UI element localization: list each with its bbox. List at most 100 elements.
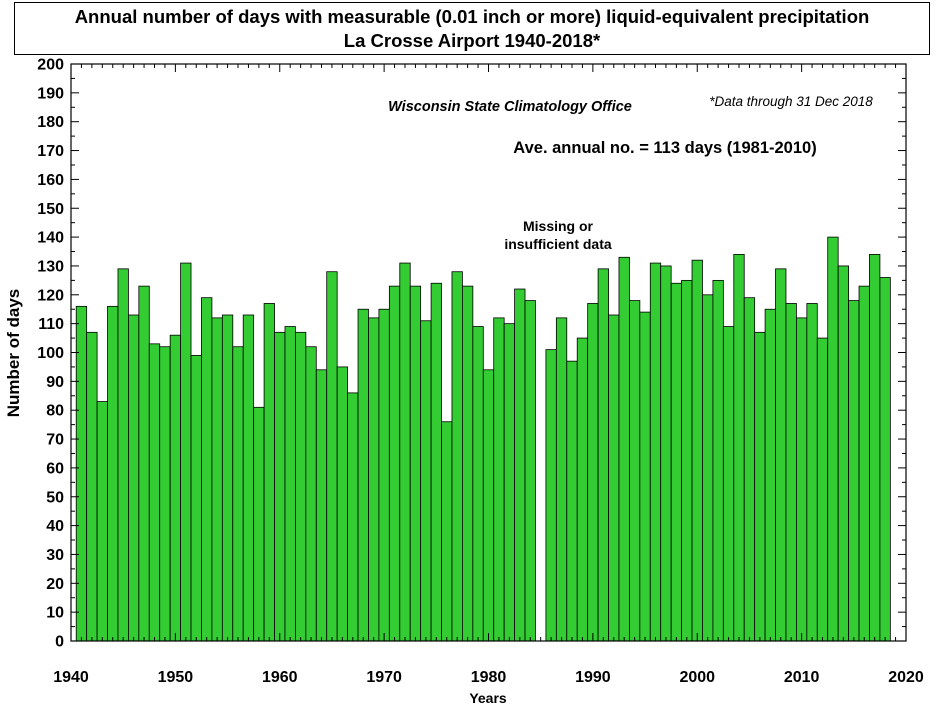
missing-data-annotation-line2: insufficient data xyxy=(504,236,612,252)
bar-1991 xyxy=(597,268,609,642)
bar-2011 xyxy=(806,303,818,642)
x-tick-label: 1960 xyxy=(262,669,298,686)
bar-1984 xyxy=(524,300,536,642)
bar-2001 xyxy=(702,294,714,642)
average-annotation: Ave. annual no. = 113 days (1981-2010) xyxy=(513,139,816,157)
bar-1945 xyxy=(117,268,129,642)
bar-1987 xyxy=(555,317,568,642)
bar-1978 xyxy=(462,285,474,642)
bar-1992 xyxy=(608,314,620,642)
bar-2007 xyxy=(764,308,776,642)
y-tick-label: 0 xyxy=(55,634,64,651)
y-tick-label: 150 xyxy=(37,201,64,218)
data-note-annotation: *Data through 31 Dec 2018 xyxy=(709,94,873,109)
bar-1950 xyxy=(169,334,182,642)
y-tick-label: 130 xyxy=(37,258,64,275)
bar-1972 xyxy=(399,262,411,642)
bar-1941 xyxy=(75,305,88,642)
bar-2016 xyxy=(858,285,870,642)
x-tick-label: 2010 xyxy=(784,669,820,686)
bar-1983 xyxy=(514,288,526,642)
bar-1957 xyxy=(242,314,255,642)
bar-1962 xyxy=(295,331,307,642)
bar-1948 xyxy=(148,343,161,642)
bar-1993 xyxy=(618,256,630,642)
bar-2010 xyxy=(796,317,808,642)
chart-title-line2: La Crosse Airport 1940-2018* xyxy=(343,30,601,51)
y-tick-label: 90 xyxy=(46,374,64,391)
bar-1997 xyxy=(660,265,672,642)
x-tick-label: 1980 xyxy=(471,669,507,686)
bar-1947 xyxy=(138,285,150,642)
bar-2008 xyxy=(775,268,787,642)
bar-2000 xyxy=(691,259,703,642)
x-axis: 1940 1950 1960 1970 1980 1990 2000 2010 2020 xyxy=(53,64,924,686)
bar-1955 xyxy=(221,314,234,642)
bar-1988 xyxy=(566,360,578,642)
bar-2004 xyxy=(733,254,745,642)
bar-1995 xyxy=(639,311,651,642)
bar-1999 xyxy=(681,279,693,642)
bar-1964 xyxy=(315,369,328,642)
bar-2006 xyxy=(754,331,766,642)
chart-title-box: Annual number of days with measurable (0… xyxy=(14,2,930,55)
bar-1971 xyxy=(388,285,401,642)
bar-2003 xyxy=(722,326,735,642)
y-tick-label: 50 xyxy=(46,489,64,506)
y-tick-label: 40 xyxy=(46,518,64,535)
x-tick-label: 1940 xyxy=(53,669,89,686)
bar-1943 xyxy=(96,401,108,642)
bar-2013 xyxy=(827,236,839,642)
y-axis-label: Number of days xyxy=(4,289,23,417)
x-tick-label: 2020 xyxy=(888,669,924,686)
bar-1994 xyxy=(629,300,641,642)
y-tick-label: 60 xyxy=(46,460,64,477)
bar-1968 xyxy=(357,308,369,642)
y-tick-label: 170 xyxy=(37,143,64,160)
bar-2009 xyxy=(785,303,797,642)
source-annotation: Wisconsin State Climatology Office xyxy=(388,99,632,115)
bar-1979 xyxy=(472,326,484,642)
bar-1946 xyxy=(128,314,140,642)
bar-1969 xyxy=(368,317,380,642)
bar-1976 xyxy=(441,421,453,642)
x-tick-label: 2000 xyxy=(679,669,715,686)
bar-2014 xyxy=(837,265,849,642)
bar-1974 xyxy=(420,320,432,642)
chart-title-line1: Annual number of days with measurable (0… xyxy=(74,6,870,27)
y-tick-label: 30 xyxy=(46,547,64,564)
bar-1942 xyxy=(86,331,98,642)
bar-1975 xyxy=(430,282,442,642)
y-tick-label: 140 xyxy=(37,230,64,247)
bar-1952 xyxy=(190,354,202,642)
y-tick-label: 100 xyxy=(37,345,64,362)
bar-1963 xyxy=(305,346,317,642)
bar-1960 xyxy=(274,331,286,642)
bar-1973 xyxy=(409,285,422,642)
x-axis-label: Years xyxy=(469,690,507,706)
bar-1998 xyxy=(670,282,682,642)
x-tick-label: 1990 xyxy=(575,669,611,686)
y-axis: 0 10 20 30 40 50 60 70 80 90 100 110 120 130 140 150 160… xyxy=(37,57,906,651)
y-tick-label: 190 xyxy=(37,85,64,102)
bar-1981 xyxy=(493,317,505,642)
y-tick-label: 10 xyxy=(46,605,64,622)
bar-1958 xyxy=(253,406,265,642)
bar-1959 xyxy=(263,303,275,642)
bar-1986 xyxy=(545,349,557,642)
y-tick-label: 200 xyxy=(37,57,64,74)
x-tick-label: 1970 xyxy=(366,669,402,686)
bar-1977 xyxy=(451,271,463,642)
y-tick-label: 160 xyxy=(37,172,64,189)
y-tick-label: 80 xyxy=(46,403,64,420)
bar-1954 xyxy=(211,317,223,642)
bar-1980 xyxy=(482,369,495,642)
y-tick-label: 110 xyxy=(38,316,64,333)
bar-2018 xyxy=(879,277,891,642)
bar-1951 xyxy=(180,262,192,642)
bar-2002 xyxy=(712,279,724,642)
missing-data-annotation-line1: Missing or xyxy=(523,218,594,234)
bar-1966 xyxy=(336,366,349,642)
bar-1965 xyxy=(326,271,338,642)
